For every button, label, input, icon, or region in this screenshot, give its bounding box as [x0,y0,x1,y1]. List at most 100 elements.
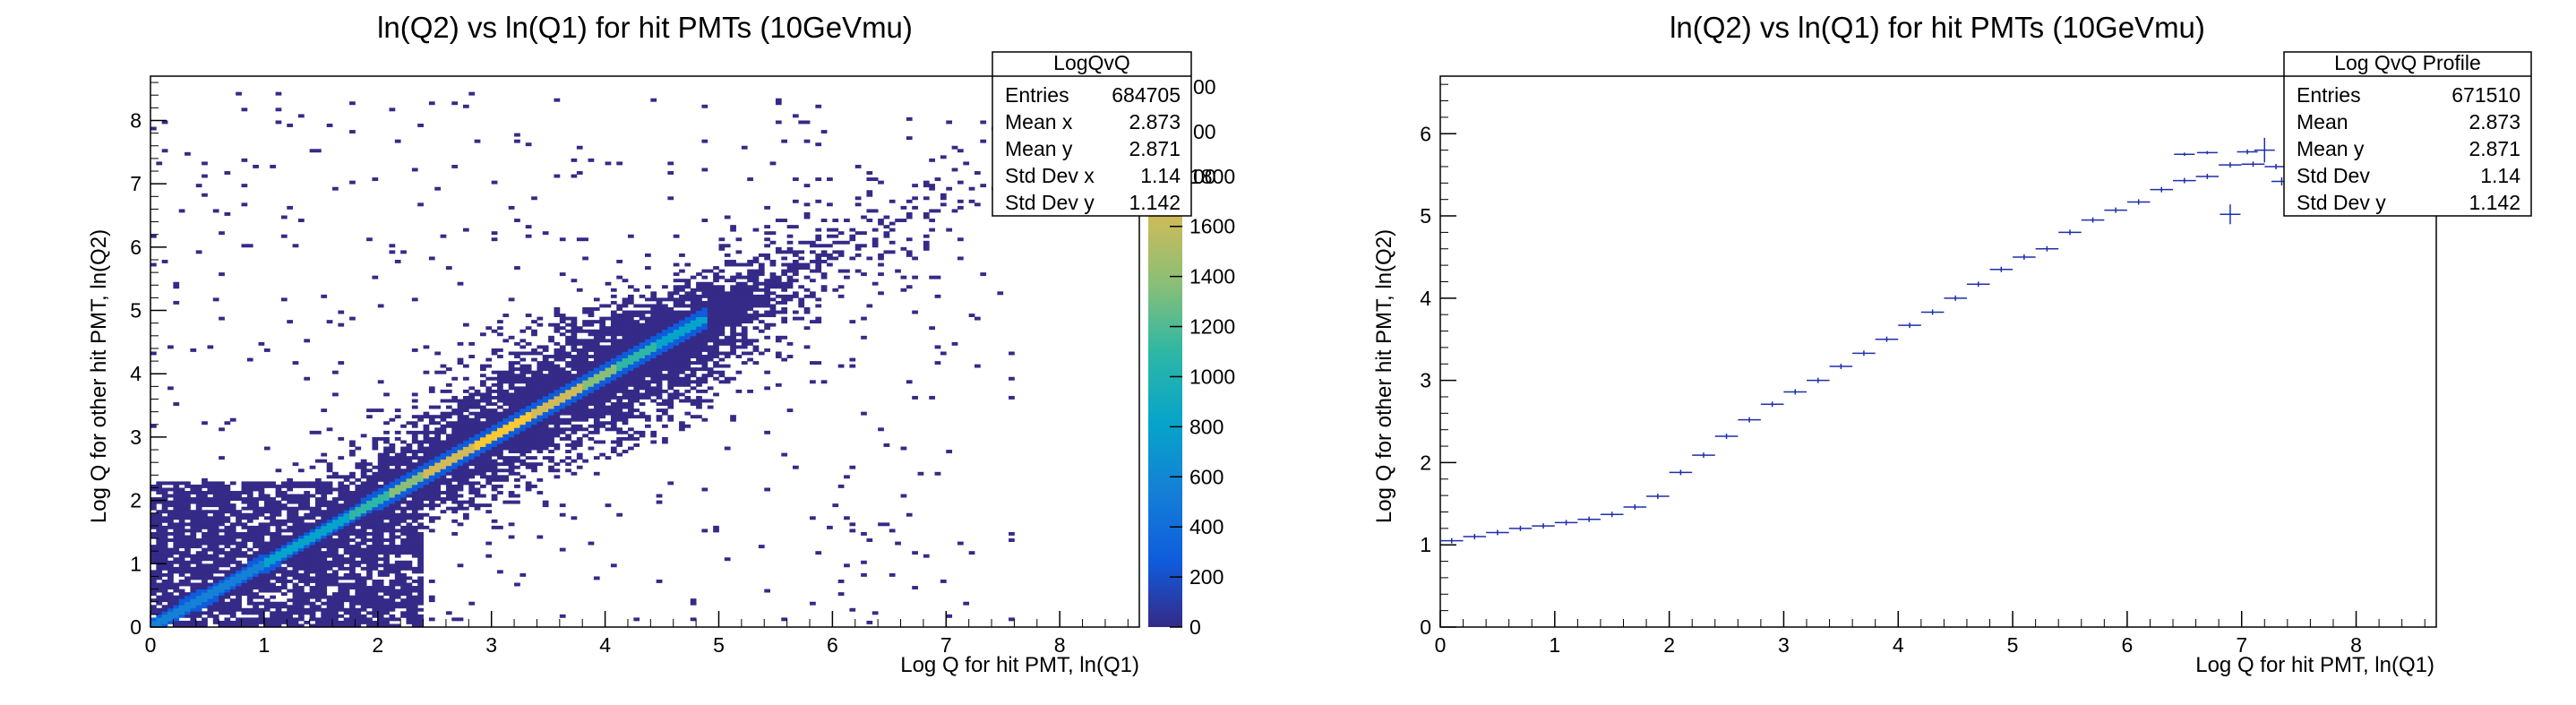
heatmap-bin [326,617,333,622]
heatmap-bin [684,380,691,384]
heatmap-bin [815,361,822,365]
heatmap-bin [525,424,532,428]
heatmap-bin [542,389,549,393]
heatmap-bin [571,326,578,331]
heatmap-bin [576,427,583,432]
heatmap-bin [1009,538,1015,542]
heatmap-bin [622,355,629,358]
heatmap-bin [423,415,430,419]
heatmap-bin [366,572,373,577]
heatmap-bin [667,161,674,166]
heatmap-bin [195,500,202,504]
heatmap-bin [332,500,339,504]
heatmap-bin [445,266,452,271]
heatmap-bin [202,512,208,517]
heatmap-bin [690,297,697,302]
heatmap-bin [820,285,828,289]
heatmap-bin [173,500,180,504]
heatmap-bin [968,551,975,555]
heatmap-bin [627,329,634,333]
heatmap-bin [383,607,390,612]
heatmap-bin [406,491,413,494]
heatmap-bin [270,566,276,571]
heatmap-bin [173,614,180,618]
heatmap-bin [889,572,896,577]
heatmap-bin [713,291,719,296]
heatmap-bin [280,605,288,609]
heatmap-bin [508,491,515,494]
heatmap-bin [622,395,629,400]
heatmap-bin [445,452,452,457]
heatmap-bin [451,617,459,622]
heatmap-bin [428,415,435,419]
heatmap-bin [679,383,685,387]
heatmap-bin [224,617,231,622]
heatmap-bin [781,294,788,298]
heatmap-bin [219,607,225,612]
heatmap-bin [508,380,515,384]
heatmap-bin [150,512,157,517]
heatmap-bin [940,196,947,201]
heatmap-bin [241,611,248,615]
heatmap-bin [713,326,719,331]
heatmap-bin [656,386,663,391]
heatmap-bin [616,322,623,327]
heatmap-bin [287,614,294,618]
heatmap-bin [280,554,288,558]
heatmap-bin [253,557,259,562]
heatmap-bin [451,475,459,479]
heatmap-bin [297,522,305,527]
heatmap-bin [752,294,760,298]
heatmap-bin [610,351,617,356]
colorbar-tick-label: 1200 [1189,315,1235,339]
heatmap-bin [627,383,634,387]
heatmap-bin [263,494,270,498]
heatmap-bin [462,475,469,479]
heatmap-bin [480,421,486,426]
heatmap-bin [156,617,163,622]
heatmap-bin [236,623,242,628]
heatmap-bin [610,408,617,413]
heatmap-bin [627,434,634,438]
heatmap-bin [406,446,413,451]
heatmap-bin [275,525,282,529]
heatmap-bin [571,402,578,406]
heatmap-bin [519,380,527,384]
heatmap-bin [229,497,236,502]
heatmap-bin [730,332,736,337]
heatmap-bin [622,383,629,387]
heatmap-bin [275,566,282,571]
heatmap-bin [605,380,612,384]
heatmap-bin [616,399,623,403]
heatmap-bin [246,563,253,568]
heatmap-bin [775,285,782,289]
heatmap-bin [207,529,214,533]
heatmap-bin [571,316,578,321]
heatmap-bin [258,529,265,533]
heatmap-bin [161,572,168,577]
heatmap-bin [185,494,191,498]
heatmap-bin [372,275,379,279]
heatmap-bin [610,320,617,324]
heatmap-bin [844,219,850,222]
heatmap-bin [599,367,605,372]
heatmap-bin [263,607,270,612]
heatmap-bin [934,275,941,279]
heatmap-bin [696,389,702,393]
heatmap-bin [400,512,407,517]
heatmap-bin [781,272,788,277]
heatmap-bin [673,285,680,289]
heatmap-bin [485,357,493,362]
heatmap-bin [275,503,282,508]
heatmap-bin [866,171,873,175]
heatmap-bin [383,503,390,508]
heatmap-bin [219,541,225,546]
heatmap-bin [156,589,163,593]
heatmap-bin [270,545,276,549]
heatmap-bin [576,443,583,447]
profile-point-outlier [2220,204,2241,225]
heatmap-bin [531,383,537,387]
heatmap-bin [735,304,743,308]
heatmap-bin [951,341,958,346]
heatmap-bin [571,417,578,422]
